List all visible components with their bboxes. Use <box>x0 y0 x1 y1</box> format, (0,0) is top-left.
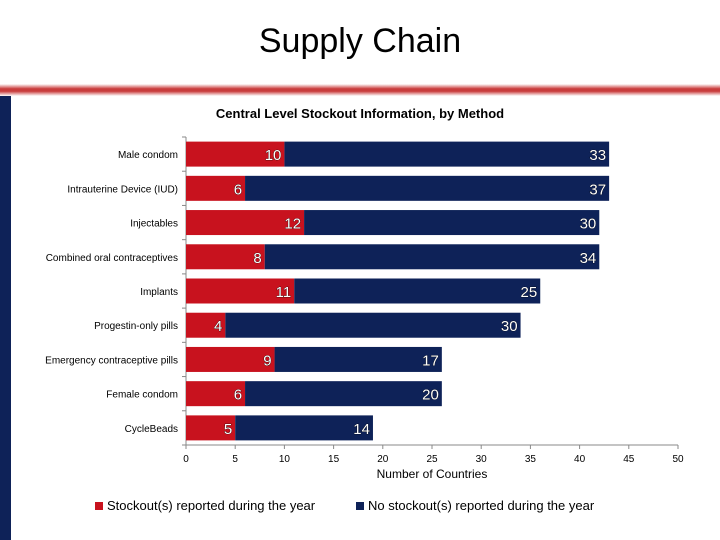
data-label-no-stockout: 17 <box>422 352 439 369</box>
data-label-stockout: 10 <box>265 147 282 164</box>
x-tick-label: 20 <box>377 454 389 465</box>
x-tick-label: 10 <box>279 454 291 465</box>
x-axis-label: Number of Countries <box>377 467 488 481</box>
bar-stockout <box>186 381 246 407</box>
bar-no-stockout <box>284 141 610 167</box>
category-label: Emergency contraceptive pills <box>45 355 178 366</box>
bar-stockout <box>186 415 236 441</box>
category-labels: Male condom Intrauterine Device (IUD) Inje… <box>45 150 178 435</box>
bar-no-stockout <box>274 346 442 372</box>
data-label-no-stockout: 20 <box>422 387 439 404</box>
category-label: Male condom <box>118 150 178 161</box>
data-label-stockout: 8 <box>253 250 261 267</box>
bars: 10 33 6 37 12 30 8 34 11 25 4 30 9 17 6 20 5 14 <box>186 141 610 441</box>
data-label-no-stockout: 37 <box>589 181 606 198</box>
data-label-no-stockout: 30 <box>580 216 597 233</box>
bar-no-stockout <box>235 415 373 441</box>
bar-stockout <box>186 175 246 201</box>
data-label-stockout: 9 <box>263 352 271 369</box>
left-accent-bar <box>0 96 11 540</box>
category-label: CycleBeads <box>125 424 178 435</box>
data-label-stockout: 5 <box>224 421 232 438</box>
bar-stockout <box>186 278 295 304</box>
data-label-stockout: 6 <box>234 181 242 198</box>
category-label: Implants <box>140 287 178 298</box>
x-tick-label: 25 <box>426 454 438 465</box>
data-label-stockout: 12 <box>284 216 301 233</box>
x-tick-label: 50 <box>672 454 684 465</box>
data-label-no-stockout: 30 <box>501 318 518 335</box>
slide-title: Supply Chain <box>258 22 462 60</box>
x-tick-label: 45 <box>623 454 635 465</box>
x-tick-label: 0 <box>183 454 189 465</box>
legend-swatch-no-stockout <box>356 502 364 510</box>
bar-no-stockout <box>264 244 600 270</box>
legend: Stockout(s) reported during the year No s… <box>95 498 595 513</box>
bar-no-stockout <box>304 210 600 236</box>
data-label-stockout: 4 <box>214 318 222 335</box>
bar-no-stockout <box>294 278 541 304</box>
bar-stockout <box>186 346 275 372</box>
category-label: Combined oral contraceptives <box>46 253 178 264</box>
bar-stockout <box>186 141 285 167</box>
bar-no-stockout <box>245 381 442 407</box>
data-label-no-stockout: 33 <box>589 147 606 164</box>
legend-swatch-stockout <box>95 502 103 510</box>
bar-no-stockout <box>245 175 610 201</box>
category-label: Intrauterine Device (IUD) <box>67 184 178 195</box>
x-tick-label: 5 <box>232 454 238 465</box>
x-tick-label: 15 <box>328 454 340 465</box>
x-tick-label: 40 <box>574 454 586 465</box>
data-label-no-stockout: 34 <box>580 250 597 267</box>
x-tick-label: 35 <box>525 454 537 465</box>
category-label: Female condom <box>106 390 178 401</box>
data-label-stockout: 6 <box>234 387 242 404</box>
bar-no-stockout <box>225 312 521 338</box>
category-label: Progestin-only pills <box>94 321 178 332</box>
bar-stockout <box>186 210 305 236</box>
chart-title: Central Level Stockout Information, by M… <box>216 106 504 121</box>
category-label: Injectables <box>130 219 178 230</box>
data-label-no-stockout: 14 <box>353 421 370 438</box>
data-label-no-stockout: 25 <box>521 284 538 301</box>
legend-label-stockout: Stockout(s) reported during the year <box>107 498 316 513</box>
x-tick-label: 30 <box>476 454 488 465</box>
legend-label-no-stockout: No stockout(s) reported during the year <box>368 498 595 513</box>
bar-stockout <box>186 244 265 270</box>
data-label-stockout: 11 <box>276 284 292 301</box>
title-rule <box>0 84 720 96</box>
bar-stockout <box>186 312 226 338</box>
